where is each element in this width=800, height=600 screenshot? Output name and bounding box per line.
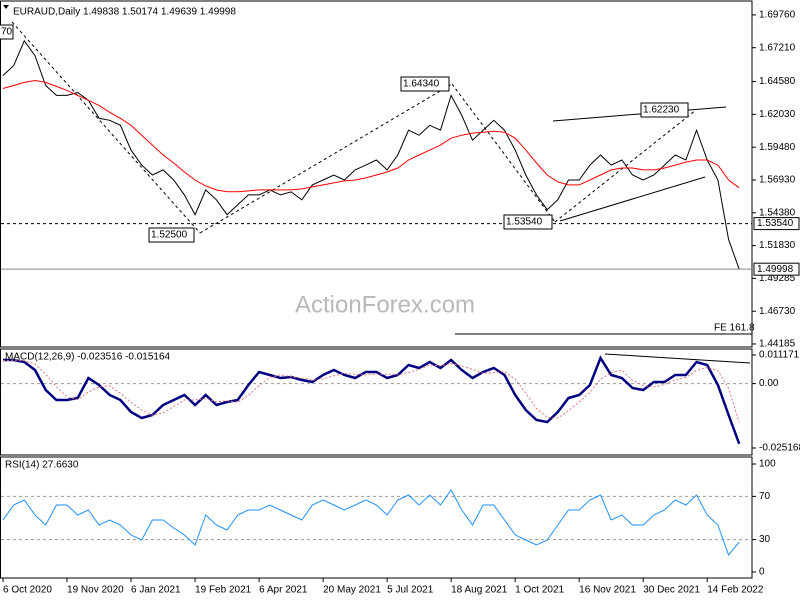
- watermark: ActionForex.com: [295, 291, 475, 318]
- panel-title: EURAUD,Daily 1.49838 1.50174 1.49639 1.4…: [13, 7, 236, 18]
- macd-trend-line: [604, 353, 751, 364]
- panel-title: RSI(14) 27.6630: [5, 460, 79, 471]
- annotation-box: [400, 76, 450, 92]
- y-tick-label: 1.49285: [759, 273, 796, 284]
- x-tick-label: 1 Oct 2021: [515, 585, 564, 596]
- series-line: [2, 359, 740, 423]
- x-tick-label: 6 Apr 2021: [259, 585, 308, 596]
- y-tick-label: 1.56930: [759, 175, 796, 186]
- annotation-box: [0, 24, 14, 40]
- x-tick-label: 6 Oct 2020: [3, 585, 52, 596]
- y-tick-label: 1.69760: [759, 10, 796, 21]
- y-tick-label: 0.00: [759, 378, 779, 389]
- channel-line: [559, 176, 706, 222]
- y-tick-label: 1.62030: [759, 109, 796, 120]
- x-tick-label: 6 Jan 2021: [131, 585, 181, 596]
- annotation-box: [148, 227, 195, 243]
- y-tick-label: 1.54380: [759, 207, 796, 218]
- level-price-label: 1.53540: [757, 218, 794, 229]
- x-tick-label: 20 May 2021: [323, 585, 381, 596]
- y-tick-label: 1.64580: [759, 76, 796, 87]
- x-tick-label: 18 Aug 2021: [451, 585, 508, 596]
- annotation: FE 161.8: [714, 323, 755, 334]
- y-tick-label: 30: [759, 534, 771, 545]
- x-tick-label: 19 Feb 2021: [195, 585, 252, 596]
- y-tick-label: 70: [759, 491, 771, 502]
- x-tick-label: 19 Nov 2020: [67, 585, 124, 596]
- y-tick-label: 0.011171: [759, 350, 800, 361]
- panel-title: MACD(12,26,9) -0.023516 -0.015164: [5, 352, 171, 363]
- annotation-box: [640, 102, 689, 118]
- y-tick-label: 1.67210: [759, 42, 796, 53]
- series-line: [2, 489, 740, 556]
- annotation-box: [503, 214, 553, 230]
- y-tick-label: 1.46730: [759, 306, 796, 317]
- y-tick-label: -0.025168: [759, 443, 800, 454]
- series-line: [2, 39, 740, 270]
- menu-arrow: [3, 5, 9, 9]
- last-price-label: 1.49998: [757, 264, 794, 275]
- y-tick-label: 1.44185: [759, 339, 796, 350]
- series-line: [3, 355, 741, 445]
- series-line: [2, 79, 740, 193]
- channel-line: [552, 106, 727, 122]
- annotation: 1.62230: [643, 105, 680, 116]
- last-price-box: [753, 262, 800, 276]
- x-tick-label: 5 Jul 2021: [387, 585, 434, 596]
- level-price-box: [753, 217, 800, 231]
- annotation: 1.64340: [403, 79, 440, 90]
- x-tick-label: 30 Dec 2021: [643, 585, 700, 596]
- trend-line: [451, 83, 556, 223]
- annotation: 1.53540: [506, 217, 543, 228]
- x-tick-label: 14 Feb 2022: [707, 585, 764, 596]
- y-tick-label: 1.59480: [759, 142, 796, 153]
- trend-line: [11, 21, 201, 234]
- y-tick-label: 1.51830: [759, 240, 796, 251]
- y-tick-label: 100: [759, 459, 776, 470]
- trend-line: [199, 83, 453, 234]
- trend-lines: [3, 5, 752, 364]
- annotation: 1.52500: [151, 230, 188, 241]
- y-tick-label: 0: [759, 567, 765, 578]
- x-tick-label: 16 Nov 2021: [579, 585, 636, 596]
- annotation: 70: [1, 27, 13, 38]
- trend-line: [554, 109, 697, 223]
